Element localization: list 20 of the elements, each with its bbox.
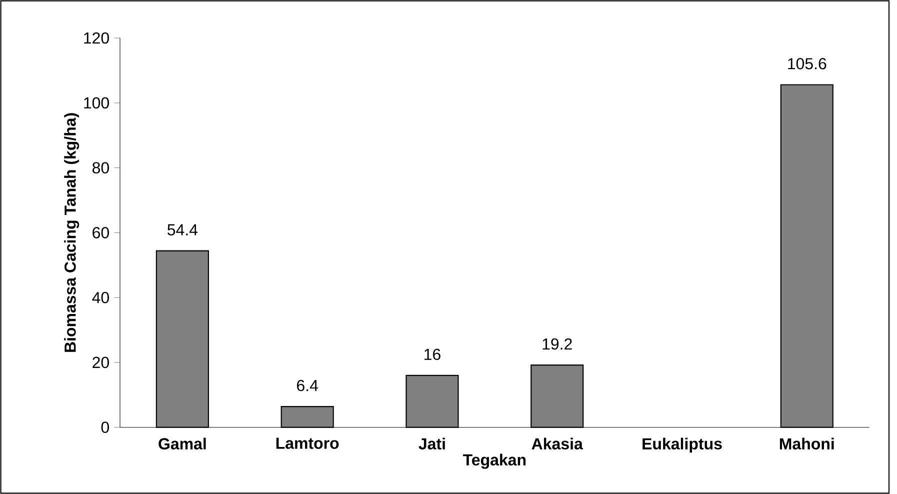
x-tick-label: Gamal (158, 438, 206, 450)
x-tick-label: Akasia (532, 438, 583, 450)
data-label: 6.4 (297, 380, 318, 392)
y-tick-label: 80 (92, 162, 109, 174)
y-tick-label: 100 (84, 97, 109, 109)
y-tick-label: 120 (84, 32, 109, 44)
x-tick-label: Jati (418, 438, 445, 450)
y-tick-label: 20 (92, 356, 109, 368)
data-label: 54.4 (168, 224, 198, 236)
x-axis-title: Tegakan (462, 454, 526, 469)
y-tick-label: 60 (92, 227, 109, 238)
y-axis-title: Biomassa Cacing Tanah (kg/ha) (64, 113, 80, 352)
x-tick-label: Eukaliptus (642, 438, 722, 453)
data-label: 19.2 (542, 338, 572, 350)
x-tick-label: Mahoni (780, 438, 834, 450)
x-tick-label: Lamtoro (276, 438, 339, 449)
y-tick-label: 0 (101, 422, 109, 433)
y-tick-label: 40 (92, 292, 109, 304)
data-label: 16 (424, 348, 440, 360)
data-label: 105.6 (788, 58, 826, 70)
